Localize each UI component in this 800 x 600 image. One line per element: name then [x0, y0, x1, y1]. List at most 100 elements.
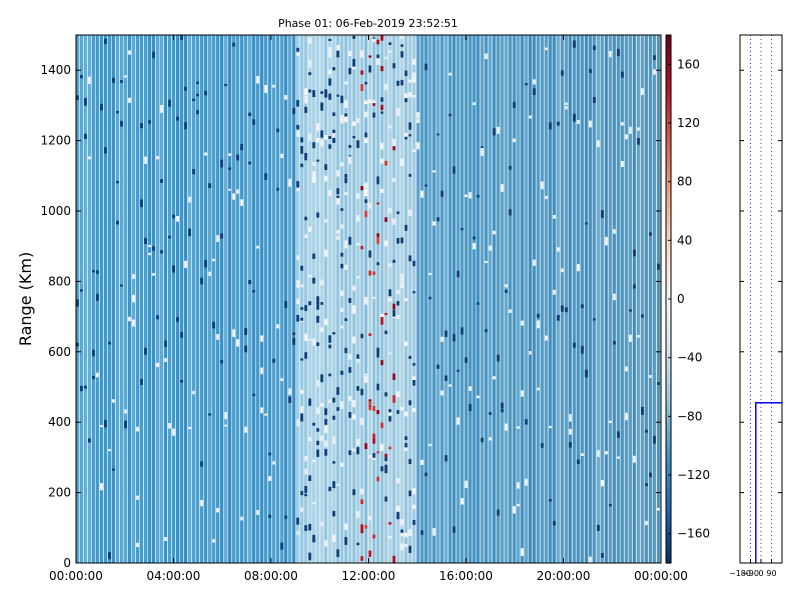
heatmap-cell — [476, 302, 480, 305]
heatmap-cell — [396, 505, 400, 512]
heatmap-cell — [624, 134, 628, 140]
heatmap-column-gap — [335, 35, 337, 563]
heatmap-cell — [420, 459, 424, 465]
heatmap-cell — [632, 249, 636, 257]
heatmap-cell — [340, 307, 344, 313]
heatmap-cell — [324, 249, 328, 257]
heatmap-cell — [416, 142, 420, 150]
heatmap-cell — [360, 84, 364, 92]
colorbar-tick-label: 120 — [677, 116, 700, 130]
heatmap-cell — [308, 89, 312, 93]
heatmap-column-gap — [307, 35, 309, 563]
heatmap-cell — [576, 120, 580, 124]
heatmap-cell — [296, 298, 300, 304]
heatmap-cell — [504, 423, 508, 431]
heatmap-column-gap — [339, 35, 341, 563]
heatmap-cell — [316, 315, 320, 323]
colorbar-cell — [666, 382, 671, 388]
heatmap-cell — [352, 135, 356, 139]
x-tick-label: 16:00:00 — [439, 569, 493, 583]
heatmap-column-gap — [255, 35, 257, 563]
colorbar-cell — [666, 369, 671, 375]
heatmap-cell — [260, 367, 264, 375]
heatmap-cell — [544, 335, 548, 341]
heatmap-cell — [384, 330, 388, 335]
heatmap-column — [120, 35, 123, 563]
heatmap-cell — [112, 399, 115, 403]
heatmap-cell — [292, 108, 296, 115]
heatmap-cell — [368, 202, 372, 209]
heatmap-cell — [356, 276, 360, 279]
heatmap-cell — [216, 334, 220, 340]
heatmap-cell — [152, 246, 156, 251]
heatmap-column — [604, 35, 608, 563]
heatmap-column — [284, 35, 288, 563]
heatmap-column-gap — [371, 35, 373, 563]
heatmap-column-gap — [519, 35, 521, 563]
heatmap-cell — [348, 450, 352, 456]
colorbar-cell — [666, 57, 671, 62]
colorbar-cell — [666, 527, 671, 533]
heatmap-cell — [604, 236, 608, 243]
heatmap-cell — [524, 83, 528, 86]
heatmap-cell — [296, 52, 300, 56]
colorbar-tick-label: −160 — [677, 527, 710, 541]
heatmap-column — [252, 35, 256, 563]
colorbar-cell — [666, 277, 671, 282]
heatmap-column — [472, 35, 476, 563]
heatmap-cell — [548, 425, 552, 429]
heatmap-cell — [312, 537, 316, 543]
heatmap-cell — [412, 72, 416, 80]
heatmap-cell — [484, 329, 488, 333]
heatmap-column-gap — [567, 35, 569, 563]
heatmap-column-gap — [263, 35, 265, 563]
colorbar-cell — [666, 118, 671, 124]
heatmap-cell — [476, 395, 480, 399]
heatmap-cell — [372, 296, 376, 299]
heatmap-cell — [324, 318, 328, 326]
heatmap-cell — [420, 530, 424, 535]
heatmap-cell — [600, 553, 604, 558]
heatmap-cell — [164, 537, 168, 541]
colorbar-cell — [666, 391, 671, 397]
heatmap-column-gap — [655, 35, 657, 563]
heatmap-cell — [380, 317, 384, 325]
heatmap-column — [512, 35, 516, 563]
heatmap-column — [380, 35, 384, 563]
heatmap-cell — [448, 113, 452, 117]
heatmap-column-gap — [379, 35, 381, 563]
heatmap-cell — [400, 237, 404, 244]
heatmap-cell — [376, 54, 380, 59]
heatmap-cell — [620, 160, 624, 167]
heatmap-column — [416, 35, 420, 563]
heatmap-cell — [520, 390, 524, 397]
heatmap-column-gap — [235, 35, 237, 563]
heatmap-column — [156, 35, 160, 563]
heatmap-column-gap — [90, 35, 93, 563]
heatmap-cell — [320, 435, 324, 441]
colorbar-cell — [666, 470, 671, 476]
heatmap-cell — [344, 318, 348, 322]
heatmap-column — [300, 35, 304, 563]
heatmap-cell — [364, 210, 368, 218]
heatmap-cell — [436, 364, 440, 369]
heatmap-cell — [408, 355, 412, 359]
heatmap-cell — [348, 53, 352, 57]
heatmap-cell — [368, 455, 372, 459]
heatmap-cell — [320, 521, 324, 527]
heatmap-column-gap — [391, 35, 393, 563]
heatmap-cell — [188, 228, 192, 237]
colorbar-cell — [666, 417, 671, 423]
colorbar-cell — [666, 545, 671, 551]
heatmap-column-gap — [147, 35, 149, 563]
heatmap-cell — [332, 534, 336, 543]
heatmap-cell — [340, 370, 344, 375]
heatmap-cell — [304, 333, 308, 341]
colorbar-cell — [666, 96, 671, 102]
heatmap-cell — [332, 129, 336, 137]
heatmap-column-gap — [611, 35, 613, 563]
heatmap-cell — [328, 399, 332, 404]
heatmap-column-gap — [619, 35, 621, 563]
heatmap-cell — [620, 122, 624, 126]
